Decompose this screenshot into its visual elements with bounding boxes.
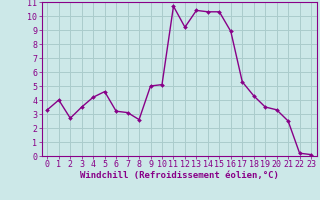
X-axis label: Windchill (Refroidissement éolien,°C): Windchill (Refroidissement éolien,°C) (80, 171, 279, 180)
